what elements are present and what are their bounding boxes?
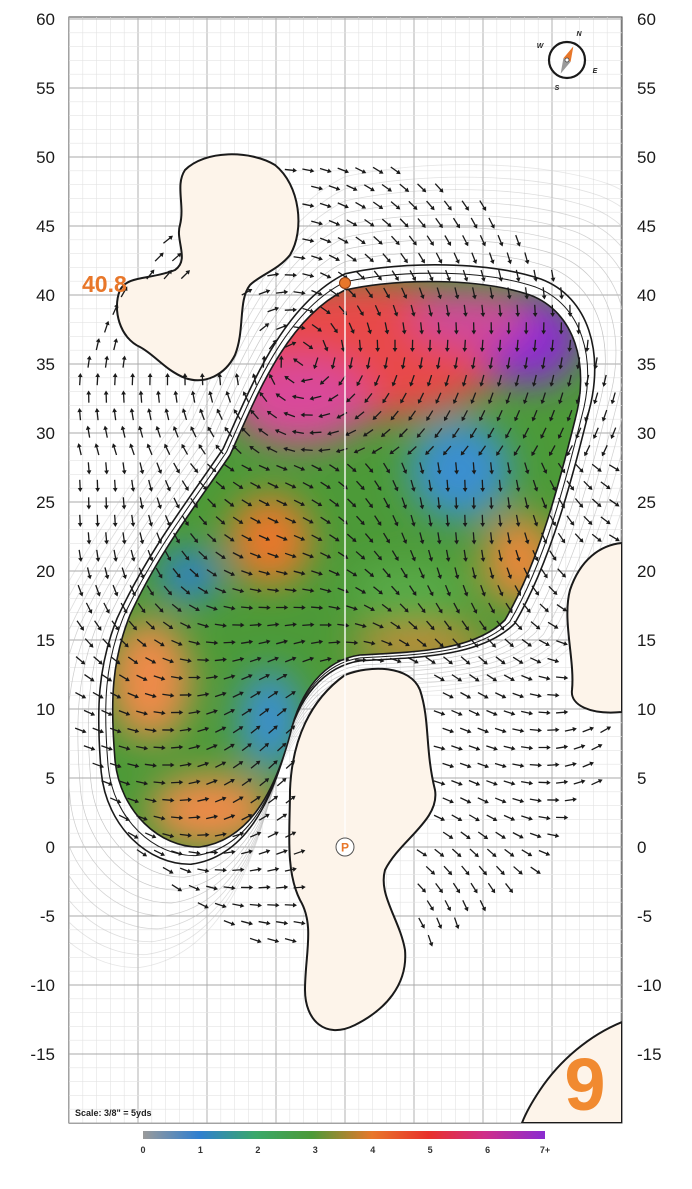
bunker-bottom-right xyxy=(520,1020,622,1123)
compass: N E S W xyxy=(537,31,598,92)
front-marker xyxy=(339,277,351,289)
pin-marker: P xyxy=(335,837,355,857)
y-tick-right: 5 xyxy=(637,769,646,788)
y-tick-left: 60 xyxy=(36,10,55,29)
bunker-right xyxy=(566,541,622,714)
legend-tick-label: 7+ xyxy=(540,1145,550,1155)
legend-tick-label: 3 xyxy=(313,1145,318,1155)
y-tick-right: 55 xyxy=(637,79,656,98)
y-tick-right: 10 xyxy=(637,700,656,719)
legend-tick-label: 0 xyxy=(140,1145,145,1155)
compass-s: S xyxy=(555,85,560,92)
bunker-top-left xyxy=(115,153,300,382)
bunker-front xyxy=(288,667,437,1031)
y-tick-right: 60 xyxy=(637,10,656,29)
y-tick-left: 30 xyxy=(36,424,55,443)
y-tick-left: -10 xyxy=(30,976,55,995)
y-tick-left: -15 xyxy=(30,1045,55,1064)
y-tick-right: 35 xyxy=(637,355,656,374)
pin-marker-label: P xyxy=(341,841,349,855)
y-tick-left: 35 xyxy=(36,355,55,374)
slope-arrows xyxy=(74,166,620,947)
bunkers xyxy=(115,153,622,1123)
y-tick-left: 45 xyxy=(36,217,55,236)
compass-e: E xyxy=(593,68,598,75)
compass-w: W xyxy=(537,43,545,50)
y-tick-right: 40 xyxy=(637,286,656,305)
y-tick-right: 50 xyxy=(637,148,656,167)
y-tick-left: 15 xyxy=(36,631,55,650)
y-tick-right: 0 xyxy=(637,838,646,857)
green-length-label: 40.8 xyxy=(82,271,127,297)
legend-tick-label: 4 xyxy=(370,1145,375,1155)
legend-tick-label: 5 xyxy=(428,1145,433,1155)
y-tick-left: -5 xyxy=(40,907,55,926)
y-tick-left: 55 xyxy=(36,79,55,98)
y-tick-right: 15 xyxy=(637,631,656,650)
y-tick-right: 25 xyxy=(637,493,656,512)
legend-tick-label: 2 xyxy=(255,1145,260,1155)
y-tick-left: 5 xyxy=(46,769,55,788)
y-tick-right: -10 xyxy=(637,976,662,995)
legend-bar xyxy=(143,1131,545,1139)
y-tick-right: 20 xyxy=(637,562,656,581)
y-tick-right: 45 xyxy=(637,217,656,236)
y-tick-left: 50 xyxy=(36,148,55,167)
y-tick-left: 25 xyxy=(36,493,55,512)
y-tick-left: 20 xyxy=(36,562,55,581)
y-tick-right: -5 xyxy=(637,907,652,926)
y-tick-left: 40 xyxy=(36,286,55,305)
scale-label: Scale: 3/8" = 5yds xyxy=(75,1108,152,1118)
hole-number: 9 xyxy=(564,1043,605,1126)
legend-tick-label: 1 xyxy=(198,1145,203,1155)
y-tick-left: 10 xyxy=(36,700,55,719)
slope-legend: 0 1 2 3 4 5 6 7+ xyxy=(140,1131,550,1155)
y-tick-right: 30 xyxy=(637,424,656,443)
compass-n: N xyxy=(576,31,582,38)
y-tick-right: -15 xyxy=(637,1045,662,1064)
legend-tick-label: 6 xyxy=(485,1145,490,1155)
y-tick-left: 0 xyxy=(46,838,55,857)
